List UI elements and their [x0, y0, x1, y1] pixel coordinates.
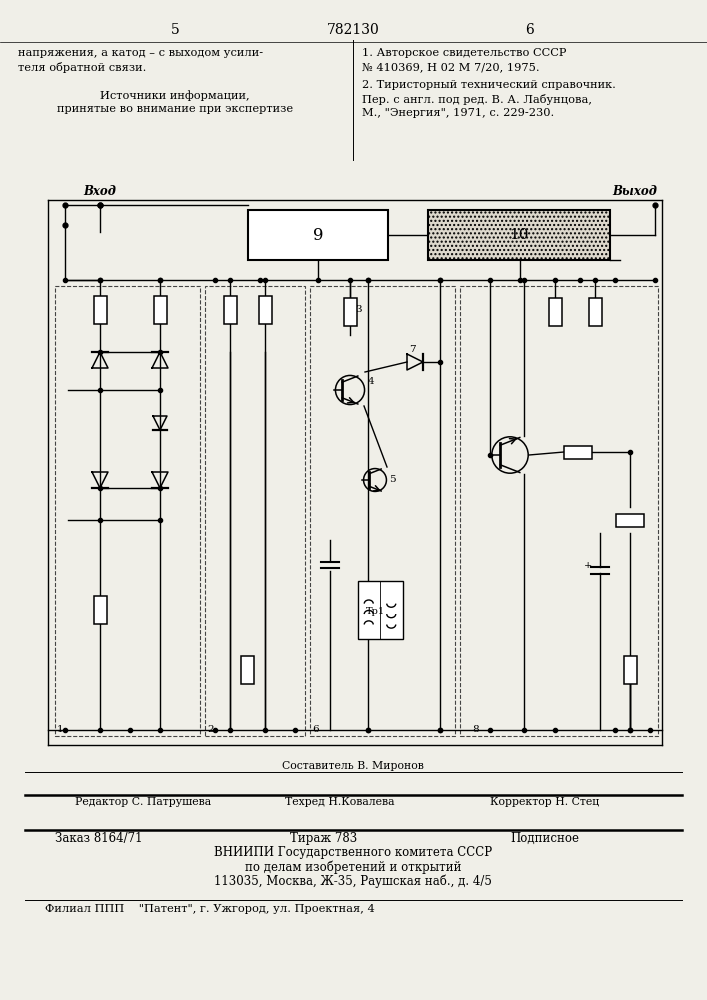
- Text: 2: 2: [207, 725, 214, 734]
- Bar: [564, 446, 592, 458]
- Text: 2. Тиристорный технический справочник.: 2. Тиристорный технический справочник.: [362, 80, 616, 90]
- Text: 113035, Москва, Ж-35, Раушская наб., д. 4/5: 113035, Москва, Ж-35, Раушская наб., д. …: [214, 874, 492, 888]
- Bar: [153, 296, 167, 324]
- Text: 7: 7: [409, 346, 416, 355]
- Text: 3: 3: [355, 306, 361, 314]
- Text: Корректор Н. Стец: Корректор Н. Стец: [490, 797, 600, 807]
- Text: напряжения, а катод – с выходом усили-: напряжения, а катод – с выходом усили-: [18, 48, 263, 58]
- Text: +: +: [584, 560, 592, 570]
- Bar: [358, 581, 402, 639]
- Bar: [205, 286, 305, 736]
- Text: 10: 10: [509, 228, 529, 242]
- Text: принятые во внимание при экспертизе: принятые во внимание при экспертизе: [57, 104, 293, 114]
- Text: 6: 6: [312, 725, 319, 734]
- Text: 1. Авторское свидетельство СССР: 1. Авторское свидетельство СССР: [362, 48, 566, 58]
- Text: Пер. с англ. под ред. В. А. Лабунцова,: Пер. с англ. под ред. В. А. Лабунцова,: [362, 94, 592, 105]
- Bar: [223, 296, 237, 324]
- Text: по делам изобретений и открытий: по делам изобретений и открытий: [245, 860, 461, 874]
- Bar: [549, 298, 561, 326]
- Text: М., "Энергия", 1971, с. 229-230.: М., "Энергия", 1971, с. 229-230.: [362, 108, 554, 118]
- Text: ВНИИПИ Государственного комитета СССР: ВНИИПИ Государственного комитета СССР: [214, 846, 492, 859]
- Bar: [310, 286, 455, 736]
- Text: Техред Н.Ковалева: Техред Н.Ковалева: [285, 797, 395, 807]
- Bar: [259, 296, 271, 324]
- Text: Редактор С. Патрушева: Редактор С. Патрушева: [75, 797, 211, 807]
- Text: Выход: Выход: [612, 185, 658, 198]
- Text: теля обратной связи.: теля обратной связи.: [18, 62, 146, 73]
- Text: 5: 5: [170, 23, 180, 37]
- Bar: [240, 656, 254, 684]
- Text: 5: 5: [389, 476, 396, 485]
- Bar: [624, 656, 636, 684]
- Bar: [344, 298, 356, 326]
- Bar: [460, 286, 658, 736]
- Bar: [248, 210, 388, 260]
- Text: 6: 6: [525, 23, 534, 37]
- Bar: [428, 210, 610, 260]
- Bar: [588, 298, 602, 326]
- Text: Подписное: Подписное: [510, 832, 579, 845]
- Text: Источники информации,: Источники информации,: [100, 90, 250, 101]
- Text: Вход: Вход: [83, 185, 117, 198]
- Text: 9: 9: [312, 227, 323, 243]
- Text: Заказ 8164/71: Заказ 8164/71: [55, 832, 143, 845]
- Bar: [93, 596, 107, 624]
- Text: Тр1: Тр1: [366, 607, 385, 616]
- Text: Составитель В. Миронов: Составитель В. Миронов: [282, 761, 424, 771]
- Text: 1: 1: [57, 725, 64, 734]
- Bar: [55, 286, 200, 736]
- Text: № 410369, Н 02 М 7/20, 1975.: № 410369, Н 02 М 7/20, 1975.: [362, 62, 539, 72]
- Text: Филиал ППП    "Патент", г. Ужгород, ул. Проектная, 4: Филиал ППП "Патент", г. Ужгород, ул. Про…: [45, 904, 375, 914]
- Bar: [93, 296, 107, 324]
- Text: 8: 8: [472, 725, 479, 734]
- Text: 782130: 782130: [327, 23, 380, 37]
- Text: 4: 4: [368, 377, 375, 386]
- Bar: [616, 514, 644, 526]
- Text: Тираж 783: Тираж 783: [290, 832, 357, 845]
